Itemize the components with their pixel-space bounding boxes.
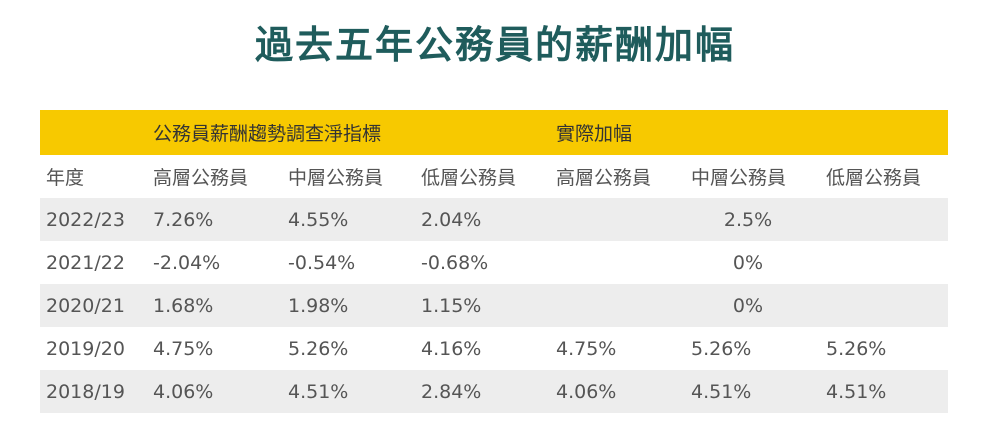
value-cell: 1.68% (145, 284, 280, 327)
year-cell: 2018/19 (40, 370, 145, 413)
value-cell: 5.26% (818, 327, 949, 370)
salary-table: 公務員薪酬趨勢調查淨指標 實際加幅 年度 高層公務員 中層公務員 低層公務員 高層公務員 中層… (40, 110, 949, 413)
value-cell: 0% (548, 241, 949, 284)
value-cell: 7.26% (145, 198, 280, 241)
value-cell: 1.98% (280, 284, 413, 327)
year-cell: 2019/20 (40, 327, 145, 370)
data-row: 2018/19 4.06% 4.51% 2.84% 4.06% 4.51% 4.51% (40, 370, 949, 413)
value-cell: 5.26% (280, 327, 413, 370)
data-row: 2019/20 4.75% 5.26% 4.16% 4.75% 5.26% 5.26% (40, 327, 949, 370)
column-header-row: 年度 高層公務員 中層公務員 低層公務員 高層公務員 中層公務員 低層公務員 (40, 155, 949, 198)
value-cell: 4.06% (145, 370, 280, 413)
column-header: 年度 (40, 155, 145, 198)
value-cell: -0.54% (280, 241, 413, 284)
value-cell: 2.04% (413, 198, 548, 241)
value-cell: 4.51% (280, 370, 413, 413)
data-row: 2020/21 1.68% 1.98% 1.15% 0% (40, 284, 949, 327)
group-header: 公務員薪酬趨勢調查淨指標 (145, 110, 548, 155)
value-cell: -0.68% (413, 241, 548, 284)
column-header: 高層公務員 (145, 155, 280, 198)
column-header: 中層公務員 (683, 155, 818, 198)
value-cell: 4.55% (280, 198, 413, 241)
value-cell: 4.06% (548, 370, 683, 413)
data-row: 2021/22 -2.04% -0.54% -0.68% 0% (40, 241, 949, 284)
value-cell: 4.75% (548, 327, 683, 370)
column-header: 高層公務員 (548, 155, 683, 198)
blank-cell (40, 110, 145, 155)
column-header: 低層公務員 (413, 155, 548, 198)
value-cell: -2.04% (145, 241, 280, 284)
value-cell: 4.51% (683, 370, 818, 413)
year-cell: 2021/22 (40, 241, 145, 284)
group-header-row: 公務員薪酬趨勢調查淨指標 實際加幅 (40, 110, 949, 155)
value-cell: 0% (548, 284, 949, 327)
column-header: 中層公務員 (280, 155, 413, 198)
value-cell: 4.75% (145, 327, 280, 370)
title: 過去五年公務員的薪酬加幅 (254, 23, 735, 67)
year-cell: 2020/21 (40, 284, 145, 327)
column-header: 低層公務員 (818, 155, 949, 198)
value-cell: 4.16% (413, 327, 548, 370)
value-cell: 2.84% (413, 370, 548, 413)
value-cell: 2.5% (548, 198, 949, 241)
value-cell: 1.15% (413, 284, 548, 327)
value-cell: 4.51% (818, 370, 949, 413)
year-cell: 2022/23 (40, 198, 145, 241)
data-row: 2022/23 7.26% 4.55% 2.04% 2.5% (40, 198, 949, 241)
value-cell: 5.26% (683, 327, 818, 370)
group-header: 實際加幅 (548, 110, 949, 155)
